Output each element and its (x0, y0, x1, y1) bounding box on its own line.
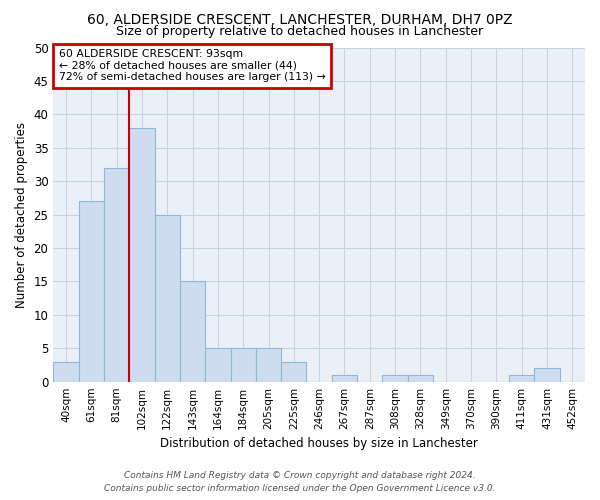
Bar (180, 282, 205, 382)
Bar (155, 214, 180, 382)
Bar (281, 362, 307, 382)
Bar (104, 168, 129, 382)
Bar (408, 375, 433, 382)
Bar (256, 348, 281, 382)
Text: 60 ALDERSIDE CRESCENT: 93sqm
← 28% of detached houses are smaller (44)
72% of se: 60 ALDERSIDE CRESCENT: 93sqm ← 28% of de… (59, 49, 325, 82)
Bar (79, 201, 104, 382)
Bar (332, 375, 357, 382)
Text: 60, ALDERSIDE CRESCENT, LANCHESTER, DURHAM, DH7 0PZ: 60, ALDERSIDE CRESCENT, LANCHESTER, DURH… (87, 12, 513, 26)
Text: Size of property relative to detached houses in Lanchester: Size of property relative to detached ho… (116, 25, 484, 38)
Bar (230, 348, 256, 382)
Bar (205, 348, 230, 382)
Bar (382, 375, 408, 382)
X-axis label: Distribution of detached houses by size in Lanchester: Distribution of detached houses by size … (160, 437, 478, 450)
Bar (129, 128, 155, 382)
Y-axis label: Number of detached properties: Number of detached properties (15, 122, 28, 308)
Bar (53, 362, 79, 382)
Bar (535, 368, 560, 382)
Text: Contains HM Land Registry data © Crown copyright and database right 2024.
Contai: Contains HM Land Registry data © Crown c… (104, 472, 496, 493)
Bar (509, 375, 535, 382)
